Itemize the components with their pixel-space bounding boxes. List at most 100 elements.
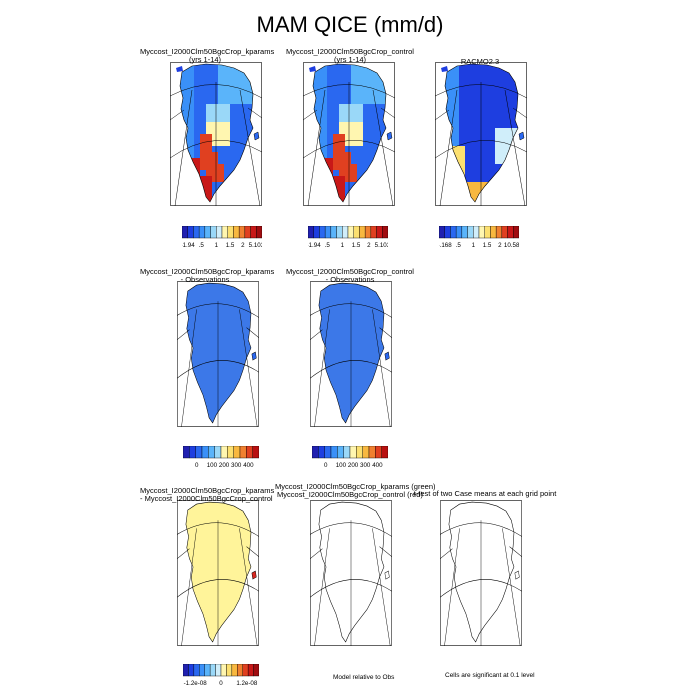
data-cell [507, 188, 514, 195]
data-cell [224, 64, 231, 69]
data-cell [453, 188, 460, 195]
data-cell [387, 122, 393, 128]
data-cell [218, 74, 225, 81]
data-cell [369, 68, 376, 75]
colorbar-swatch [507, 226, 514, 239]
data-cell [489, 64, 496, 69]
data-cell [170, 176, 176, 182]
data-cell [471, 140, 478, 147]
data-cell [465, 146, 472, 153]
data-cell [507, 200, 514, 202]
data-cell [363, 74, 370, 81]
colorbar-swatch [226, 664, 233, 677]
data-cell [170, 80, 176, 86]
data-cell [188, 200, 195, 202]
data-cell [224, 164, 231, 171]
data-cell [248, 128, 253, 135]
data-cell [333, 152, 340, 159]
data-cell [489, 140, 496, 147]
data-cell [224, 122, 231, 129]
colorbar-swatch [201, 446, 209, 459]
data-cell [206, 64, 213, 69]
colorbar-swatch [353, 226, 360, 239]
data-cell [230, 104, 237, 111]
data-cell [218, 128, 225, 135]
data-cell [339, 152, 346, 159]
colorbar-swatch [231, 664, 238, 677]
data-cell [224, 182, 231, 189]
data-cell [507, 182, 514, 189]
data-cell [188, 128, 195, 135]
data-cell [375, 68, 382, 75]
data-cell [321, 86, 328, 93]
data-cell [351, 152, 358, 159]
data-cell [236, 146, 243, 153]
data-cell [357, 194, 364, 201]
colorbar-tick-label: .5 [456, 242, 462, 249]
data-cell [513, 64, 518, 69]
data-cell [200, 140, 207, 147]
data-cell [224, 128, 231, 135]
data-cell [471, 68, 478, 75]
data-cell [315, 164, 322, 171]
data-cell [495, 176, 502, 183]
data-cell [170, 74, 176, 80]
panel-title-8: t-test of two Case means at each grid po… [410, 490, 560, 498]
meridian-line [372, 528, 391, 646]
data-cell [339, 110, 346, 117]
data-cell [519, 158, 525, 164]
data-cell [224, 74, 231, 81]
map-panel-1 [170, 62, 262, 206]
greenland-outline [179, 63, 254, 203]
data-cell [375, 104, 382, 111]
data-cell [313, 134, 316, 141]
data-cell [327, 182, 334, 189]
data-cell [489, 194, 496, 201]
data-cell [471, 128, 478, 135]
colorbar-4: 0 100 200 300 400 [183, 446, 259, 469]
data-cell [483, 122, 490, 129]
data-cell [200, 122, 207, 129]
data-cell [489, 200, 496, 202]
data-cell [333, 64, 340, 69]
data-cell [248, 74, 253, 81]
data-cell [459, 140, 466, 147]
data-cell [501, 64, 508, 69]
data-cell [447, 86, 454, 93]
data-cell [507, 98, 514, 105]
colorbar-swatch [253, 664, 259, 677]
data-cell [483, 164, 490, 171]
data-cell [218, 104, 225, 111]
colorbar-swatch [239, 446, 247, 459]
data-cell [501, 68, 508, 75]
data-cell [445, 86, 448, 93]
colorbar-swatch [244, 226, 251, 239]
data-cell [327, 98, 334, 105]
data-cell [339, 176, 346, 183]
data-cell [477, 158, 484, 165]
data-cell [248, 188, 253, 195]
map-panel-6 [177, 500, 259, 646]
data-cell [242, 200, 249, 202]
data-cell [445, 92, 448, 99]
data-cell [471, 176, 478, 183]
data-cell [501, 122, 508, 129]
data-cell [507, 80, 514, 87]
data-cell [501, 92, 508, 99]
data-cell [188, 110, 195, 117]
data-cell [206, 116, 213, 123]
data-cell [477, 98, 484, 105]
data-cell [339, 140, 346, 147]
data-cell [387, 86, 393, 92]
colorbar-swatch [210, 226, 217, 239]
data-cell [321, 74, 328, 81]
data-cell [224, 80, 231, 87]
data-cell [489, 164, 496, 171]
data-cell [369, 86, 376, 93]
data-cell [313, 164, 316, 171]
data-cell [513, 98, 518, 105]
data-cell [465, 64, 472, 69]
data-cell [357, 140, 364, 147]
data-cell [435, 80, 441, 86]
data-cell [212, 110, 219, 117]
